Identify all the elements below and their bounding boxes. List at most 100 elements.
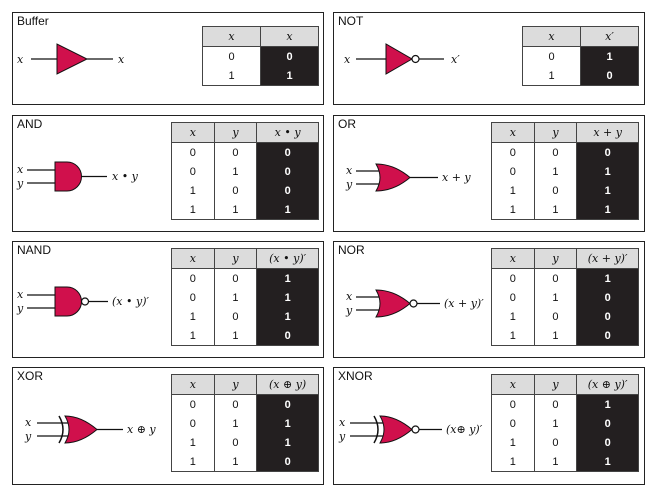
cell: 0: [533, 181, 578, 200]
cell: 0: [522, 46, 581, 66]
col-header: (x ⊕ y)′: [576, 374, 639, 395]
input-y-label: y: [24, 430, 32, 443]
input-x-label: x: [25, 416, 32, 429]
cell: 1: [491, 326, 535, 346]
col-header: y: [213, 248, 258, 269]
gate-title: XOR: [17, 369, 44, 383]
cell: 0: [213, 394, 258, 414]
cell: 1: [202, 66, 261, 86]
col-header: y: [213, 122, 258, 143]
output-label: x: [118, 53, 125, 66]
cell: 1: [171, 200, 215, 220]
cell: 1: [213, 288, 258, 307]
output-cell: 1: [576, 200, 639, 220]
cell: 0: [491, 394, 535, 414]
cell: 0: [491, 268, 535, 288]
input-x-label: x: [339, 416, 346, 429]
cell: 0: [171, 268, 215, 288]
cell: 0: [213, 142, 258, 162]
cell: 1: [533, 452, 578, 472]
gate-title: NAND: [17, 243, 52, 257]
output-label: x′: [451, 53, 460, 66]
cell: 0: [213, 268, 258, 288]
cell: 1: [171, 181, 215, 200]
cell: 0: [171, 142, 215, 162]
input-x-label: x: [344, 53, 351, 66]
output-cell: 1: [576, 181, 639, 200]
col-header: y: [533, 248, 578, 269]
output-cell: 1: [256, 414, 319, 433]
output-cell: 0: [260, 46, 319, 66]
xor-gate-symbol: x y x ⊕ y: [24, 415, 156, 444]
output-cell: 1: [256, 433, 319, 452]
cell: 1: [171, 452, 215, 472]
cell: 1: [491, 452, 535, 472]
col-header: x • y: [256, 122, 319, 143]
cell: 0: [171, 394, 215, 414]
col-header: x: [171, 248, 215, 269]
cell: 0: [491, 142, 535, 162]
output-label: (x + y)′: [444, 297, 484, 310]
output-cell: 0: [256, 162, 319, 181]
cell: 0: [491, 414, 535, 433]
gate-title: AND: [17, 117, 43, 131]
cell: 0: [533, 268, 578, 288]
cell: 0: [533, 307, 578, 326]
input-x-label: x: [17, 288, 24, 301]
output-cell: 1: [580, 46, 639, 66]
col-header: x′: [580, 26, 639, 47]
not-gate-symbol: x x′: [344, 43, 460, 75]
input-x-label: x: [17, 163, 24, 176]
gate-title: XNOR: [338, 369, 373, 383]
cell: 0: [171, 288, 215, 307]
output-cell: 0: [256, 394, 319, 414]
output-cell: 0: [576, 288, 639, 307]
col-header: x: [171, 374, 215, 395]
cell: 1: [213, 326, 258, 346]
cell: 1: [171, 433, 215, 452]
col-header: x: [522, 26, 581, 47]
gate-title: NOR: [338, 243, 365, 257]
cell: 0: [533, 142, 578, 162]
nor-gate-symbol: x y (x + y)′: [345, 289, 484, 318]
output-cell: 1: [256, 268, 319, 288]
output-cell: 0: [256, 142, 319, 162]
and-gate-symbol: x y x • y: [16, 161, 139, 192]
input-y-label: y: [345, 304, 353, 317]
col-header: (x ⊕ y): [256, 374, 319, 395]
col-header: x + y: [576, 122, 639, 143]
output-cell: 0: [580, 66, 639, 86]
cell: 0: [213, 433, 258, 452]
output-cell: 0: [576, 142, 639, 162]
output-cell: 1: [256, 200, 319, 220]
output-cell: 1: [576, 268, 639, 288]
col-header: x: [171, 122, 215, 143]
output-label: x ⊕ y: [127, 423, 156, 436]
cell: 1: [491, 433, 535, 452]
cell: 1: [533, 162, 578, 181]
cell: 0: [213, 307, 258, 326]
output-cell: 1: [260, 66, 319, 86]
gate-title: NOT: [338, 14, 364, 28]
or-gate-symbol: x y x + y: [345, 163, 471, 192]
input-y-label: y: [16, 177, 24, 190]
input-y-label: y: [338, 430, 346, 443]
cell: 1: [213, 200, 258, 220]
cell: 1: [533, 200, 578, 220]
output-cell: 0: [576, 326, 639, 346]
col-header: x: [491, 122, 535, 143]
cell: 1: [491, 307, 535, 326]
input-x-label: x: [346, 164, 353, 177]
cell: 0: [171, 414, 215, 433]
output-cell: 1: [256, 288, 319, 307]
xnor-gate-symbol: x y (x⊕ y)′: [338, 415, 483, 444]
